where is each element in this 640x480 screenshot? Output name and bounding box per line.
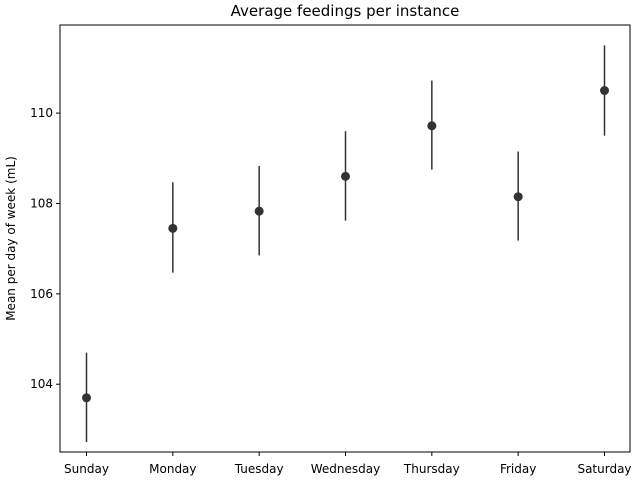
y-tick-label: 108 <box>30 196 53 210</box>
x-tick-label: Wednesday <box>311 462 380 476</box>
chart-title: Average feedings per instance <box>231 2 460 20</box>
data-point <box>254 206 264 216</box>
plot-area: 104 106 108 110 Sunday Monday Tuesday Wednesday… <box>30 24 632 476</box>
y-axis-label: Mean per day of week (mL) <box>4 156 18 321</box>
data-point <box>341 171 350 181</box>
x-tick-label: Saturday <box>577 462 631 476</box>
x-tick-label: Sunday <box>64 462 109 476</box>
data-point <box>600 86 609 96</box>
data-point <box>82 393 91 403</box>
x-tick-label: Tuesday <box>234 462 284 476</box>
data-point <box>168 223 178 233</box>
data-point <box>513 192 523 202</box>
y-tick-label: 106 <box>30 287 53 301</box>
y-tick-label: 104 <box>30 377 53 391</box>
data-point <box>427 121 437 131</box>
x-tick-label: Thursday <box>403 462 460 476</box>
x-tick-label: Monday <box>149 462 196 476</box>
y-tick-label: 110 <box>30 106 53 120</box>
axes-frame <box>59 24 631 453</box>
x-tick-label: Friday <box>500 462 536 476</box>
